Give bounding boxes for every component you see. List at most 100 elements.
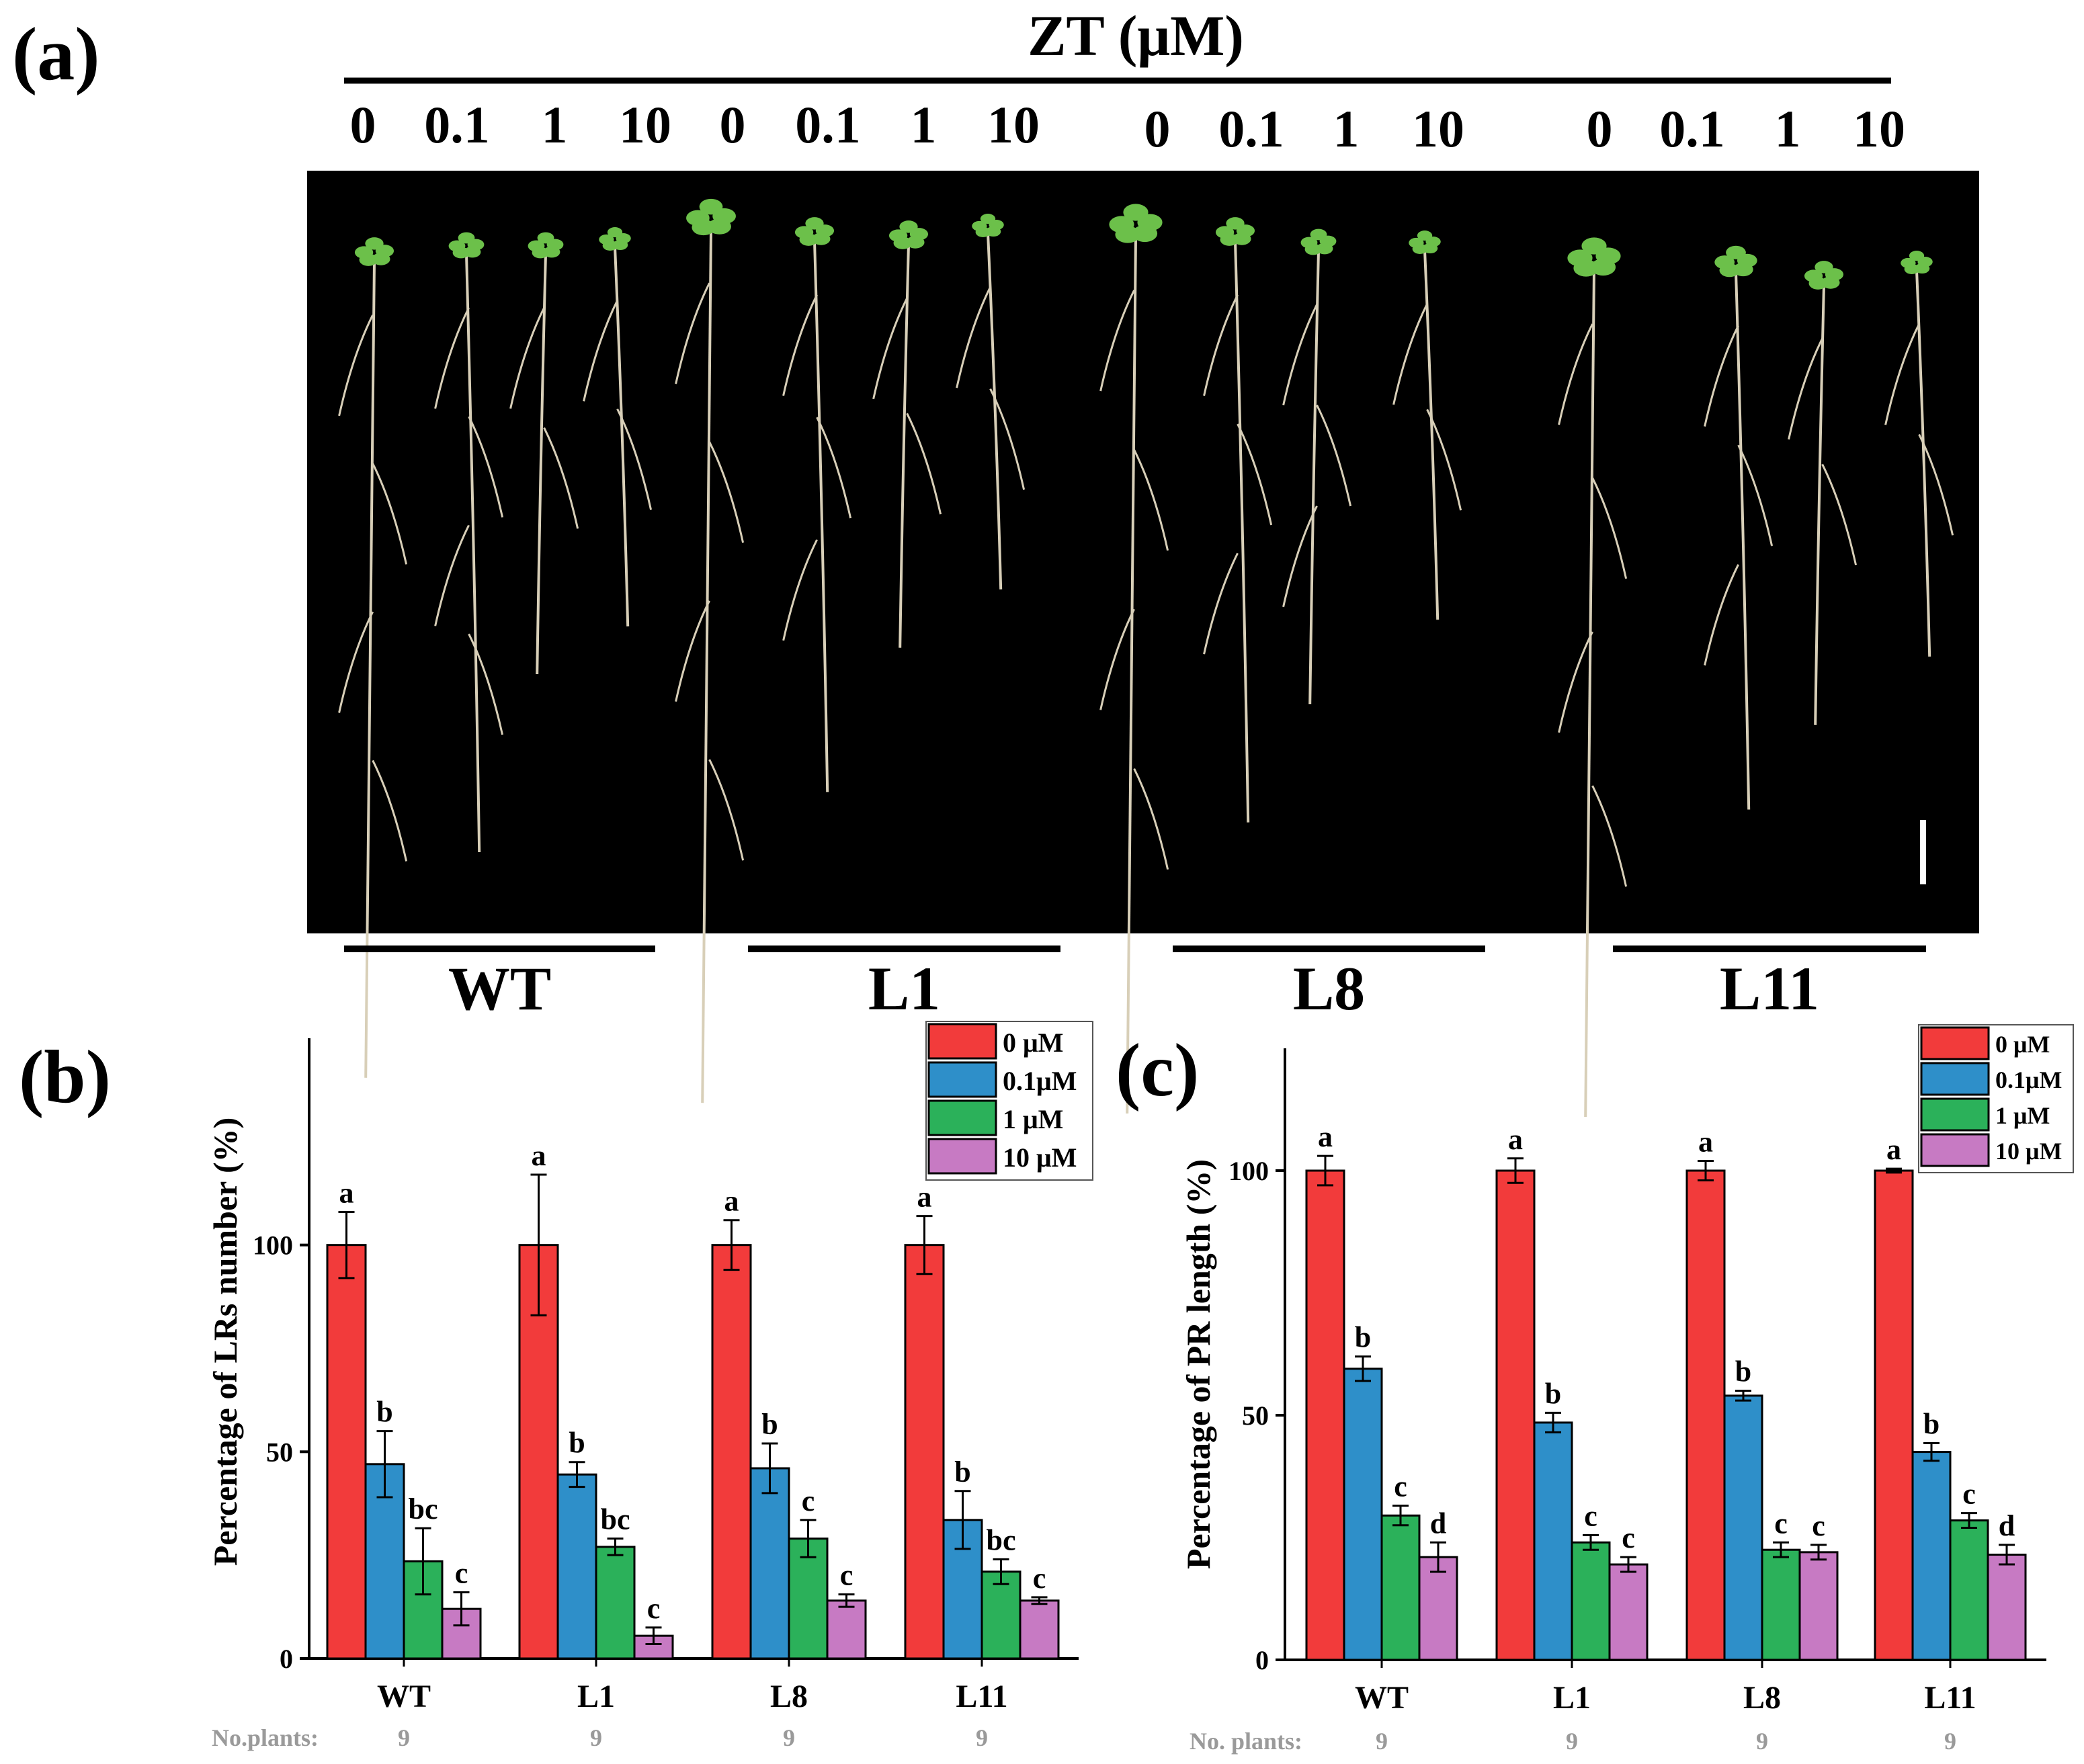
seedling-leaf [1726,245,1746,259]
lateral-root [872,298,908,400]
seedling-root [1308,250,1320,705]
seedling-leaf [607,227,623,238]
bar [749,1467,790,1660]
significance-letter: c [1584,1499,1597,1532]
significance-letter: c [1812,1509,1825,1542]
bar [1343,1368,1383,1661]
seedling-leaf [1909,251,1925,261]
significance-letter: c [840,1559,853,1592]
panel-b-chart: (b) 0 50 100 Percentage of LRs number (%) a b… [19,1021,1093,1751]
significance-letter: a [532,1139,546,1172]
lateral-root [468,633,504,735]
lateral-root [616,408,653,510]
bar [556,1473,597,1660]
significance-letter: d [1999,1509,2015,1542]
seedling-leaf [805,217,824,230]
legend-label: 0 μM [1003,1027,1063,1058]
significance-letter: a [1886,1133,1901,1166]
bar [981,1570,1022,1660]
lateral-root [1237,423,1273,526]
significance-letter: c [1622,1521,1635,1554]
plant-count: 9 [783,1724,795,1751]
bar [1987,1553,2027,1661]
concentration-label: 1 [542,95,568,154]
seedling-leaf [612,239,628,251]
concentration-label: 10 [619,95,671,154]
significance-letter: a [1698,1125,1713,1158]
significance-letter: b [1923,1407,1940,1440]
panel-a-label: (a) [12,13,100,96]
significance-letter: d [1430,1507,1446,1540]
treatment-title: ZT (μM) [1028,3,1244,68]
group-label: L8 [1293,954,1365,1023]
legend-swatch [927,1138,997,1175]
lateral-root [956,286,991,388]
bar [326,1244,367,1660]
y-axis-label: Percentage of PR length (%) [1179,1159,1217,1569]
x-tick-label: WT [377,1679,431,1714]
significance-letter: c [1394,1470,1407,1503]
lateral-root [708,441,745,543]
lateral-root [434,307,470,409]
legend-swatch [1920,1097,1990,1132]
seedling-leaf [537,232,554,244]
plant-count: 9 [590,1724,602,1751]
significance-letter: a [339,1176,354,1209]
y-tick-label: 50 [266,1437,293,1467]
significance-letter: a [917,1181,932,1214]
bar [826,1599,867,1660]
lateral-root [708,759,745,861]
bar [1533,1421,1573,1661]
significance-letter: b [1545,1377,1561,1410]
seedling-leaf [464,246,481,258]
x-tick-label: L8 [770,1679,808,1714]
seedling-leaf [1123,204,1149,221]
seedling-leaf [1590,258,1616,276]
group-label: WT [448,954,551,1023]
lateral-root [782,539,818,641]
seedling-leaf [1316,243,1333,255]
lateral-root [509,307,545,409]
legend-swatch [1920,1026,1990,1060]
concentration-label: 1 [1333,99,1360,158]
legend-label: 0 μM [1995,1031,2050,1058]
lateral-root [1591,785,1628,887]
bar [1019,1599,1060,1660]
legend-swatch [1920,1133,1990,1167]
seedling-root [701,229,712,1103]
seedling-drawings [338,198,1954,1118]
concentration-label: 1 [1775,99,1801,158]
lateral-root [1203,294,1239,396]
panel-c-chart: (c) 0 50 100 Percentage of PR length (%) a b c… [1116,1024,2074,1755]
concentration-label: 10 [1412,99,1464,158]
bar [1761,1548,1801,1661]
x-tick-label: WT [1355,1680,1409,1716]
bar [1798,1551,1839,1661]
y-tick-label: 50 [1242,1400,1269,1431]
significance-letter: b [954,1456,970,1488]
lateral-root [1704,564,1739,666]
significance-letter: c [1033,1562,1046,1595]
legend-swatch [927,1023,997,1060]
plant-count: 9 [1756,1728,1768,1755]
lateral-root [1392,303,1428,405]
lateral-root [372,463,408,565]
lateral-root [338,314,374,417]
lateral-root [434,524,470,626]
lateral-root [1788,338,1823,440]
lateral-root [1821,464,1858,566]
legend-label: 0.1μM [1003,1066,1077,1096]
seedling-leaf [1815,261,1833,274]
legend-label: 1 μM [1995,1102,2050,1129]
concentration-label: 0.1 [424,95,490,154]
plant-count: 9 [1376,1728,1388,1755]
lateral-root [1203,552,1239,655]
concentration-label: 1 [911,95,937,154]
lateral-root [675,282,710,384]
bar [1949,1519,1989,1661]
lateral-root [906,413,942,515]
panel-b-label: (b) [19,1036,111,1119]
bar [518,1244,559,1660]
legend-label: 0.1μM [1995,1066,2062,1093]
